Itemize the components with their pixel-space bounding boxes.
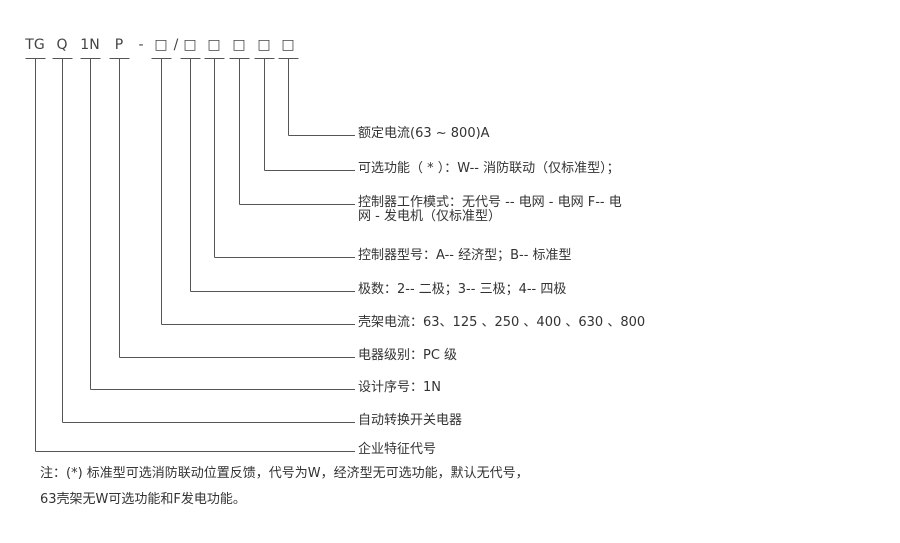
description-text: 壳架电流：63、125 、250 、400 、630 、800 (358, 315, 646, 330)
description-text: 自动转换开关电器 (358, 413, 463, 428)
code-segment: Q (56, 37, 68, 53)
code-segment: □ (232, 37, 246, 53)
note-line-1: 注：(*) 标准型可选消防联动位置反馈，代号为W，经济型无可选功能，默认无代号， (40, 466, 529, 481)
code-segment: - (138, 37, 144, 53)
code-segment: P (114, 37, 124, 53)
code-segment: 1N (80, 37, 100, 53)
code-segment: / (173, 37, 179, 53)
description-text: 极数：2-- 二极；3-- 三极；4-- 四极 (358, 282, 567, 297)
description-text: 可选功能（ * ）：W-- 消防联动（仅标准型）； (358, 161, 620, 176)
description-text: 控制器工作模式：无代号 -- 电网 - 电网 F-- 电 (358, 195, 622, 210)
code-segment: □ (257, 37, 271, 53)
description-text: 电器级别：PC 级 (358, 348, 458, 363)
note-line-2: 63壳架无W可选功能和F发电功能。 (40, 492, 246, 507)
description-text: 设计序号：1N (358, 380, 441, 395)
description-text: 企业特征代号 (358, 442, 437, 457)
code-segment: □ (207, 37, 221, 53)
description-text: 网 - 发电机（仅标准型） (358, 209, 501, 224)
code-segment: □ (183, 37, 197, 53)
code-segment: TG (25, 37, 45, 53)
description-text: 额定电流(63 ~ 800)A (358, 126, 490, 141)
description-text: 控制器型号：A-- 经济型；B-- 标准型 (358, 248, 572, 263)
code-segment: □ (281, 37, 295, 53)
code-segment: □ (154, 37, 168, 53)
